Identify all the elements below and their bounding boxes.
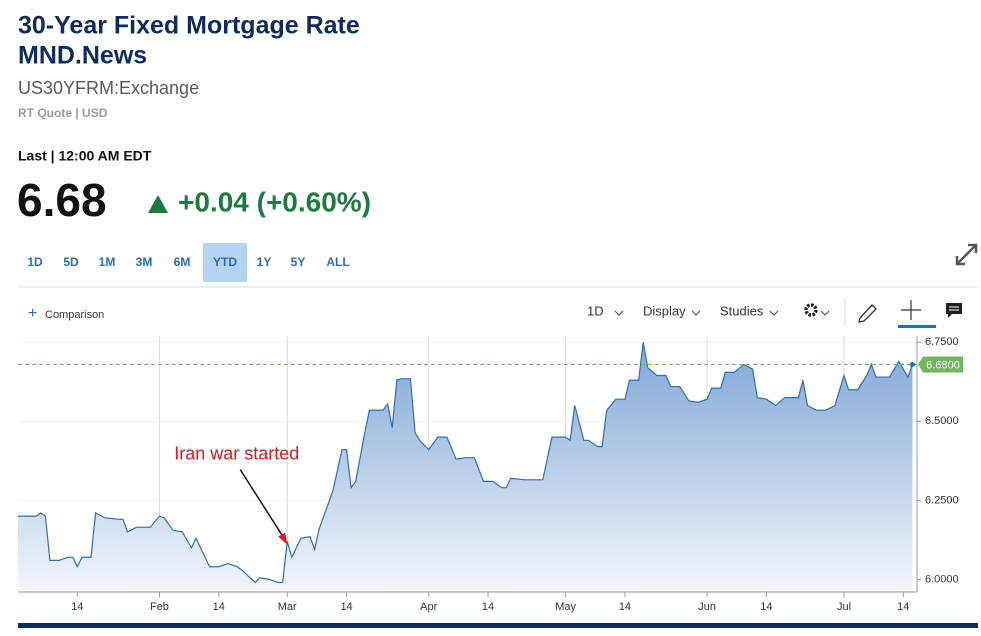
range-button[interactable]: 5Y [291,255,306,269]
x-tick-label: 14 [619,601,631,613]
expand-stroke [956,244,977,265]
value-badge [918,356,963,373]
x-tick-label: Apr [420,601,437,613]
studies-button[interactable]: Studies [720,303,764,318]
range-button[interactable]: 1M [99,255,116,269]
x-tick-label: 14 [213,601,225,613]
x-tick-label: 14 [760,601,772,613]
expand-stroke [968,243,978,253]
change: +0.04 (+0.60%) [178,186,371,217]
annotation-arrowhead [278,532,288,545]
price: 6.68 [17,174,107,226]
range-button[interactable]: 6M [174,255,191,269]
x-tick-label: Jun [698,601,716,613]
quote-info: RT Quote | USD [18,106,108,120]
range-button[interactable]: YTD [213,255,237,269]
up-arrow [148,195,168,213]
last-label: Last | 12:00 AM EDT [18,148,152,164]
active-tool-underline [898,325,936,328]
value-badge-label: 6.6800 [926,359,960,371]
comment-lines [949,306,959,311]
annotation-arrow [239,469,285,539]
title-line: 30-Year Fixed Mortgage Rate [18,12,360,40]
plus-icon: + [28,305,37,322]
chevron [691,310,701,316]
x-tick-label: 14 [71,601,83,613]
x-tick-label: 14 [897,601,909,613]
expand-stroke [955,256,965,266]
x-tick-label: Feb [150,601,169,613]
display-button[interactable]: Display [643,303,686,318]
chevron [820,310,830,316]
range-button[interactable]: 3M [136,255,153,269]
range-button[interactable]: ALL [326,255,349,269]
price-line [18,342,914,584]
symbol: US30YFRM:Exchange [18,78,199,98]
x-tick-label: Jul [837,601,851,613]
last-point [909,361,915,367]
range-button[interactable]: 1D [27,255,43,269]
y-tick-label: 6.7500 [925,336,959,348]
chevron [614,310,624,316]
plot: 14 Feb 14 Mar 14 Apr 14 May 14 Jun 14 Jul 14 6.0000 6.… [18,336,963,613]
chevrons [614,310,830,316]
range-button[interactable]: 5D [63,255,79,269]
expand-icon[interactable] [955,243,978,266]
crosshair-icon[interactable] [901,300,921,320]
footer-bar [18,623,978,628]
area-fill [18,342,913,592]
title-line: MND.News [18,42,147,70]
y-tick-label: 6.0000 [925,573,959,585]
interval-button[interactable]: 1D [587,303,604,318]
range-button[interactable]: 1Y [257,255,272,269]
chevron [769,310,779,316]
comparison-button[interactable]: Comparison [45,309,104,321]
active-range-bg [203,243,247,282]
settings-icon[interactable] [804,303,818,317]
x-tick-label: May [555,601,576,613]
draw-icon[interactable] [858,304,877,323]
x-tick-label: 14 [482,601,494,613]
y-tick-label: 6.5000 [925,415,959,427]
x-tick-label: Mar [278,601,297,613]
x-tick-label: 14 [340,601,352,613]
y-tick-label: 6.2500 [925,494,959,506]
annotation: Iran war started [174,443,299,463]
